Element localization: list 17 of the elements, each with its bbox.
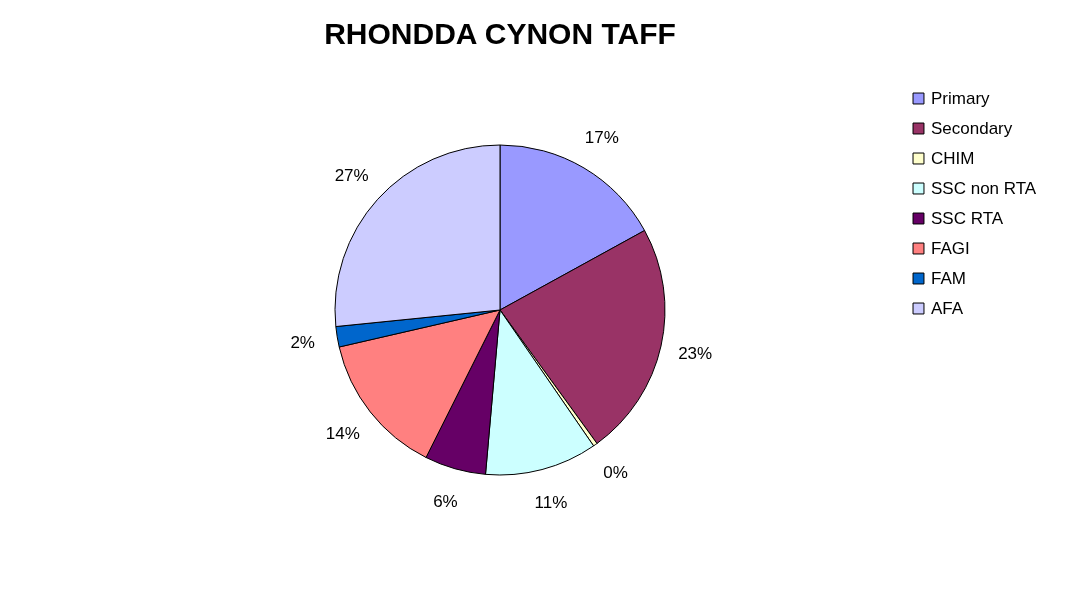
legend-label: CHIM [931, 148, 975, 168]
legend-label: Primary [931, 88, 991, 108]
legend-label: Secondary [931, 118, 1013, 138]
data-label: 11% [534, 493, 568, 513]
legend-label: SSC RTA [931, 208, 1004, 228]
data-label: 0% [603, 463, 628, 483]
legend-label: FAM [931, 268, 966, 288]
data-label: 23% [678, 343, 713, 363]
chart-title: RHONDDA CYNON TAFF [324, 17, 676, 50]
data-label: 6% [433, 492, 458, 512]
data-label: 27% [334, 165, 369, 185]
legend-label: SSC non RTA [931, 178, 1037, 198]
data-label: 14% [325, 423, 360, 443]
data-label: 17% [584, 127, 619, 147]
data-label: 2% [290, 332, 315, 352]
legend-label: AFA [931, 298, 964, 318]
legend-label: FAGI [931, 238, 970, 258]
